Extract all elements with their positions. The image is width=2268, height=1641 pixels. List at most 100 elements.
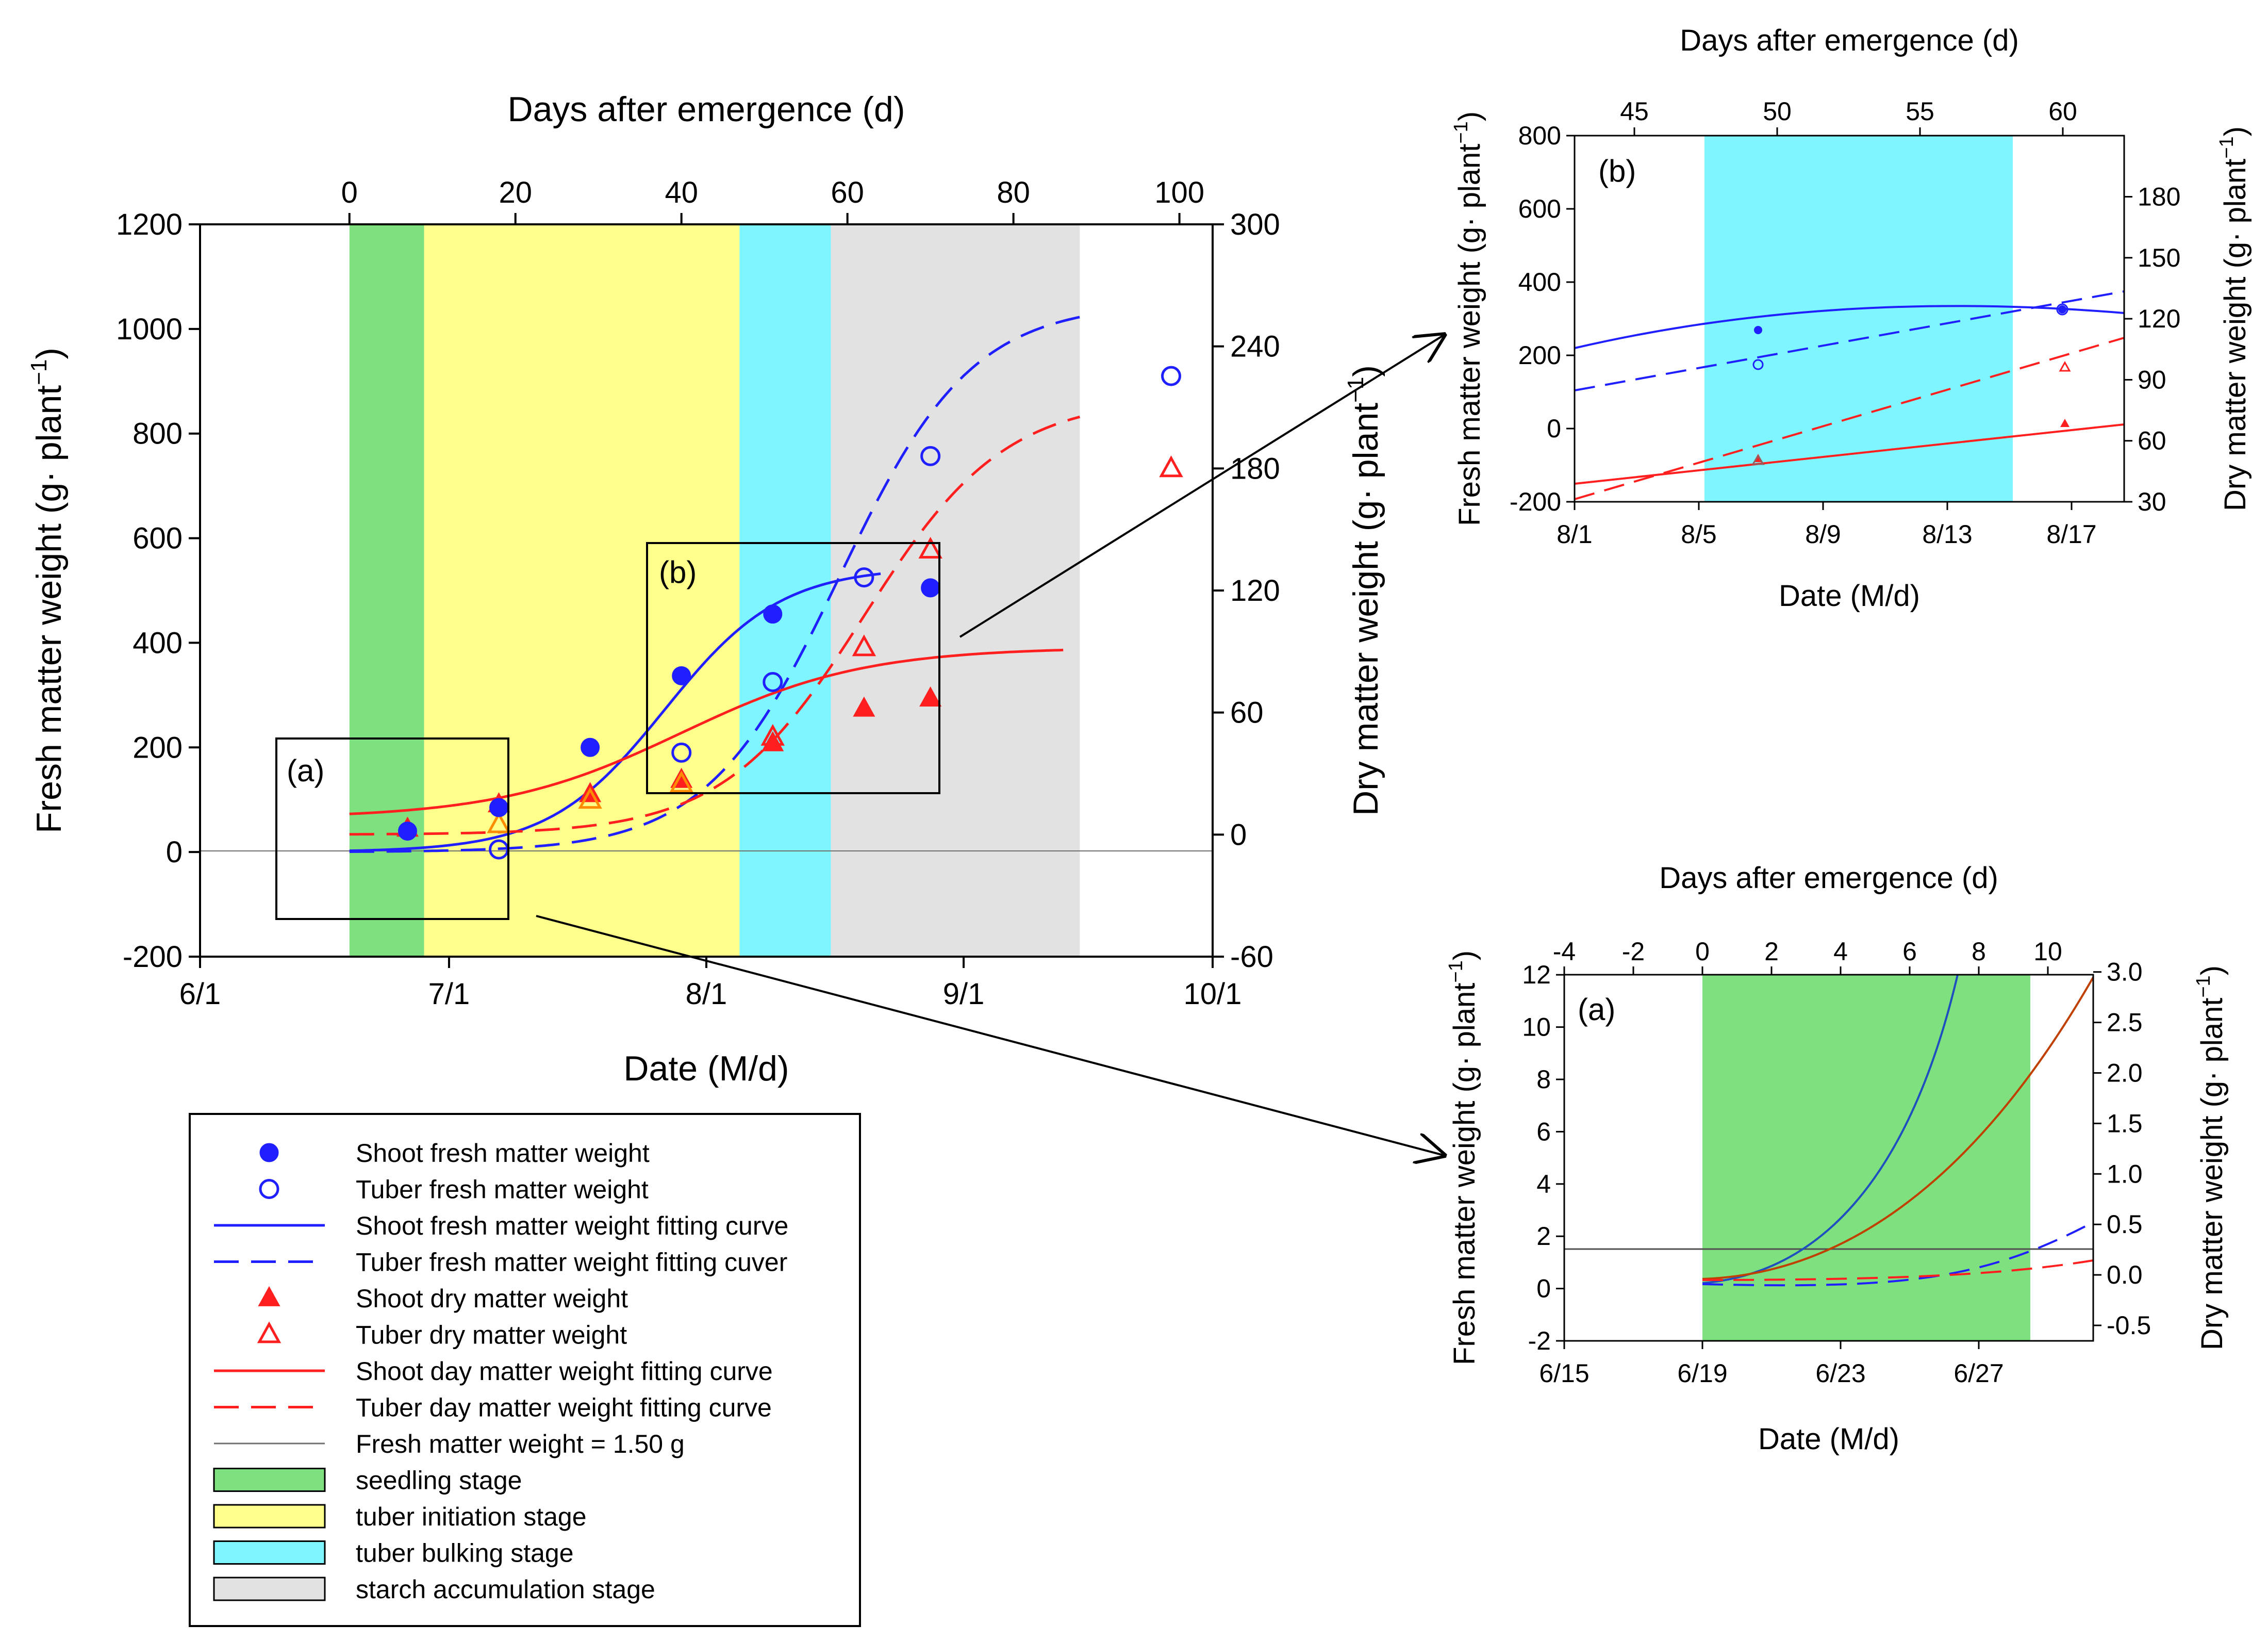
inset-b-y2-tick-label: 60: [2138, 426, 2166, 455]
y2-tick-label: 120: [1230, 574, 1280, 608]
inset-b-y2-tick-label: 90: [2138, 365, 2166, 394]
inset-a-y-tick-label: 6: [1536, 1117, 1551, 1146]
inset-b-stage-band: [1704, 136, 2013, 502]
inset-b-tuber-fresh-point: [1752, 359, 1764, 370]
top-tick-label: 60: [831, 176, 864, 209]
shoot-dry-point: [853, 696, 875, 717]
inset-a-y-axis-title: Fresh matter weight (g· plant−1): [1445, 950, 1481, 1365]
tuber-initiation-stage-band: [424, 224, 740, 957]
inset-b-top-axis-title: Days after emergence (d): [1680, 24, 2019, 57]
inset-a-top-tick-label: 0: [1695, 937, 1710, 966]
legend-label: Shoot fresh matter weight: [356, 1139, 650, 1168]
main-y2-axis-title: Dry matter weight (g· plant−1): [1343, 365, 1385, 816]
legend-label: Shoot day matter weight fitting curve: [356, 1357, 773, 1386]
legend-item: Shoot dry matter weight: [258, 1284, 628, 1313]
y-tick-label: 1200: [116, 208, 183, 241]
inset-a-y2-tick-label: -0.5: [2107, 1311, 2151, 1340]
legend-label: tuber bulking stage: [356, 1539, 574, 1568]
legend-swatch: [213, 1540, 326, 1565]
axis-ticks: 6/1 7/1 8/1 9/1 10/1 0 20 40 60 80 100 -200 0 200 400 6…: [116, 176, 1280, 1011]
shoot-dry-fit-curve: [349, 648, 1064, 815]
y-tick-label: 1000: [116, 313, 183, 346]
inset-a-top-tick-label: 10: [2033, 937, 2062, 966]
legend-swatch: [259, 1179, 279, 1199]
arrow-to-inset-a: [536, 915, 1444, 1155]
legend-label: starch accumulation stage: [356, 1575, 655, 1604]
inset-b-tuber-fresh-curve: [1574, 290, 2125, 391]
inset-a-y-tick-label: 8: [1536, 1065, 1551, 1094]
inset-a-y-tick-label: 0: [1536, 1274, 1551, 1303]
y2-tick-label: 60: [1230, 696, 1264, 730]
inset-a-y-tick-label: 10: [1522, 1013, 1551, 1042]
inset-a-y2-tick-label: 0.5: [2107, 1210, 2143, 1239]
inset-a-x-tick-label: 6/23: [1815, 1359, 1865, 1388]
legend-label: Shoot fresh matter weight fitting curve: [356, 1211, 788, 1240]
inset-b-tuber-fresh-point: [2056, 303, 2068, 316]
inset-b-shoot-dry-curve: [1574, 423, 2125, 485]
inset-a-axis-ticks: 6/15 6/19 6/23 6/27 -4 -2 0 2 4 6 8 10 -2 0 2 4 6 8 10 12 -0…: [1522, 937, 2151, 1388]
legend-items: Shoot fresh matter weight Tuber fresh mat…: [213, 1139, 788, 1604]
inset-a-y2-tick-label: 3.0: [2107, 958, 2143, 987]
legend-swatch: [258, 1286, 280, 1306]
shoot-fresh-fit-curve: [349, 572, 881, 852]
inset-a-top-tick-label: -2: [1622, 937, 1645, 966]
shoot-dry-point: [919, 686, 942, 707]
inset-a-x-tick-label: 6/15: [1539, 1359, 1589, 1388]
inset-a-top-axis-title: Days after emergence (d): [1659, 861, 1998, 895]
tuber-dry-point: [918, 536, 942, 559]
inset-a-stage-band: [1702, 975, 2030, 1341]
shoot-fresh-point: [581, 737, 600, 757]
inset-b-top-tick-label: 55: [1906, 97, 1934, 126]
y2-tick-label: -60: [1230, 940, 1273, 974]
tuber-dry-point: [487, 811, 511, 833]
tuber-bulking-stage-band: [739, 224, 831, 957]
y-tick-label: 600: [133, 522, 183, 555]
shoot-fresh-point: [489, 798, 509, 817]
tuber-fresh-point: [1161, 366, 1182, 386]
inset-b-y-axis-title: Fresh matter weight (g· plant−1): [1450, 111, 1486, 526]
main-chart: 6/1 7/1 8/1 9/1 10/1 0 20 40 60 80 100 -200 0 200 400 6…: [26, 90, 1385, 1088]
inset-a-top-tick-label: 8: [1972, 937, 1986, 966]
inset-b-curves: [1574, 290, 2125, 500]
x-tick-label: 6/1: [179, 977, 221, 1011]
fitting-curves: [349, 316, 1081, 853]
legend-item: seedling stage: [213, 1466, 522, 1495]
legend-item: Shoot fresh matter weight fitting curve: [214, 1211, 788, 1240]
legend-swatch: [259, 1143, 279, 1162]
inset-b-x-axis-title: Date (M/d): [1779, 579, 1920, 613]
main-top-axis-title: Days after emergence (d): [508, 90, 905, 129]
zoom-box-b: [646, 542, 940, 794]
tuber-dry-point: [1159, 455, 1183, 478]
inset-b-tuber-dry-curve: [1574, 337, 2125, 500]
inset-a-top-tick-label: 6: [1902, 937, 1917, 966]
inset-b-x-tick-label: 8/1: [1557, 520, 1593, 549]
legend-label: Shoot dry matter weight: [356, 1284, 628, 1313]
inset-a-tuber-dry-curve: [1702, 1259, 2094, 1281]
inset-b-x-tick-label: 8/17: [2046, 520, 2096, 549]
top-tick-label: 40: [665, 176, 698, 209]
shoot-dry-point: [761, 731, 784, 751]
shoot-fresh-point: [672, 666, 691, 685]
inset-b-y-tick-label: -200: [1510, 487, 1561, 516]
shoot-fresh-point: [763, 604, 783, 624]
inset-b-shoot-fresh-point: [2058, 305, 2066, 314]
inset-b-top-tick-label: 50: [1763, 97, 1792, 126]
arrow-to-inset-b: [959, 335, 1444, 638]
inset-a-y-tick-label: -2: [1528, 1326, 1551, 1355]
y2-tick-label: 0: [1230, 818, 1247, 851]
legend-swatch: [213, 1504, 326, 1529]
seedling-stage-band: [349, 224, 424, 957]
inset-b-y2-tick-label: 150: [2138, 243, 2180, 272]
x-tick-label: 9/1: [943, 977, 985, 1011]
inset-b-y2-axis-title: Dry matter weight (g· plant−1): [2216, 126, 2252, 511]
x-tick-label: 7/1: [428, 977, 470, 1011]
legend-item: tuber bulking stage: [213, 1539, 574, 1568]
legend-label: Tuber fresh matter weight fitting cuver: [356, 1248, 787, 1277]
y-tick-label: 0: [166, 835, 183, 869]
inset-a-y2-axis-title: Dry matter weight (g· plant−1): [2193, 965, 2229, 1350]
inset-b-points: [1751, 303, 2071, 465]
y-tick-label: 200: [133, 731, 183, 764]
top-tick-label: 80: [997, 176, 1030, 209]
top-tick-label: 100: [1154, 176, 1204, 209]
